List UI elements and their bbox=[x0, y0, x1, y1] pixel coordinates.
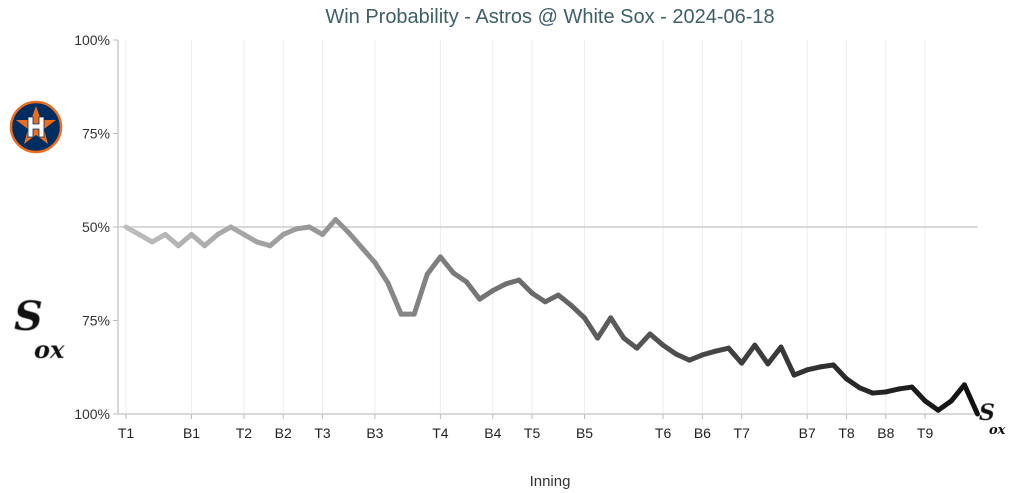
line-segment bbox=[175, 231, 194, 249]
line-segment bbox=[582, 315, 601, 341]
line-segment bbox=[844, 376, 863, 391]
line-segment bbox=[189, 231, 208, 249]
line-segment bbox=[726, 345, 745, 366]
x-tick-label: B1 bbox=[183, 425, 200, 441]
line-segment bbox=[909, 384, 928, 404]
line-segment bbox=[935, 398, 954, 413]
line-segment bbox=[555, 292, 574, 309]
line-segment bbox=[359, 245, 378, 266]
white-sox-end-logo-icon: S ox bbox=[979, 400, 1006, 438]
line-segment bbox=[830, 362, 849, 382]
x-tick-label: B5 bbox=[576, 425, 593, 441]
line-segment bbox=[595, 315, 614, 341]
y-axis: 100% 75% 50% 75% 100% bbox=[74, 32, 119, 422]
line-segment bbox=[765, 344, 784, 367]
line-segment bbox=[372, 260, 391, 286]
line-segment bbox=[411, 271, 430, 317]
astros-logo-icon bbox=[9, 100, 63, 154]
x-tick-label: B7 bbox=[799, 425, 816, 441]
line-segment bbox=[516, 277, 535, 296]
y-tick-label: 75% bbox=[82, 126, 110, 142]
line-segment bbox=[123, 224, 142, 237]
svg-text:S: S bbox=[14, 293, 43, 340]
line-segment bbox=[529, 290, 548, 305]
line-segment bbox=[634, 331, 653, 351]
line-segment bbox=[451, 270, 470, 285]
x-tick-label: B8 bbox=[877, 425, 894, 441]
x-tick-label: T9 bbox=[917, 425, 934, 441]
line-segment bbox=[922, 398, 941, 413]
line-segment bbox=[136, 231, 155, 245]
line-segment bbox=[241, 231, 260, 245]
line-segment bbox=[477, 288, 496, 302]
x-tick-label: T4 bbox=[432, 425, 449, 441]
white-sox-logo-icon: S ox bbox=[14, 293, 66, 365]
y-tick-label: 50% bbox=[82, 219, 110, 235]
x-tick-label: T2 bbox=[236, 425, 253, 441]
line-segment bbox=[568, 303, 587, 321]
x-axis-label: Inning bbox=[529, 473, 571, 490]
y-tick-label: 100% bbox=[74, 32, 110, 48]
x-tick-label: T5 bbox=[524, 425, 541, 441]
line-segment bbox=[437, 254, 456, 276]
x-tick-label: B3 bbox=[366, 425, 383, 441]
line-segment bbox=[320, 217, 339, 237]
line-segment bbox=[739, 342, 758, 366]
win-probability-line bbox=[123, 217, 980, 417]
line-segment bbox=[228, 224, 247, 237]
line-segment bbox=[385, 280, 404, 317]
x-tick-label: B4 bbox=[484, 425, 501, 441]
x-axis: T1 B1 T2 B2 T3 B3 T4 B4 T5 B5 T6 B6 T7 B7 T8 B8 T9 bbox=[118, 413, 978, 441]
line-segment bbox=[752, 342, 771, 367]
line-segment bbox=[267, 231, 286, 249]
x-tick-label: B6 bbox=[694, 425, 711, 441]
line-segment bbox=[215, 224, 234, 237]
line-segment bbox=[621, 335, 640, 351]
x-tick-label: T7 bbox=[734, 425, 751, 441]
line-segment bbox=[149, 231, 168, 245]
y-tick-label: 100% bbox=[74, 406, 110, 422]
line-segment bbox=[162, 231, 181, 249]
line-segment bbox=[961, 382, 980, 417]
x-tick-label: T6 bbox=[655, 425, 672, 441]
svg-text:ox: ox bbox=[34, 335, 65, 364]
y-tick-label: 75% bbox=[82, 313, 110, 329]
line-segment bbox=[948, 382, 967, 404]
svg-text:S: S bbox=[979, 400, 995, 426]
line-segment bbox=[424, 254, 443, 277]
x-tick-label: T3 bbox=[314, 425, 331, 441]
grid-lines bbox=[118, 40, 978, 414]
line-segment bbox=[660, 342, 679, 357]
line-segment bbox=[333, 217, 352, 236]
line-segment bbox=[464, 279, 483, 302]
chart-title: Win Probability - Astros @ White Sox - 2… bbox=[325, 6, 775, 28]
x-tick-label: T1 bbox=[118, 425, 135, 441]
svg-text:ox: ox bbox=[989, 423, 1006, 438]
line-segment bbox=[346, 230, 365, 251]
line-segment bbox=[608, 315, 627, 341]
line-segment bbox=[202, 231, 221, 249]
x-tick-label: T8 bbox=[838, 425, 855, 441]
line-segment bbox=[778, 344, 797, 378]
line-segment bbox=[647, 331, 666, 348]
x-tick-label: B2 bbox=[275, 425, 292, 441]
line-segment bbox=[306, 224, 325, 237]
